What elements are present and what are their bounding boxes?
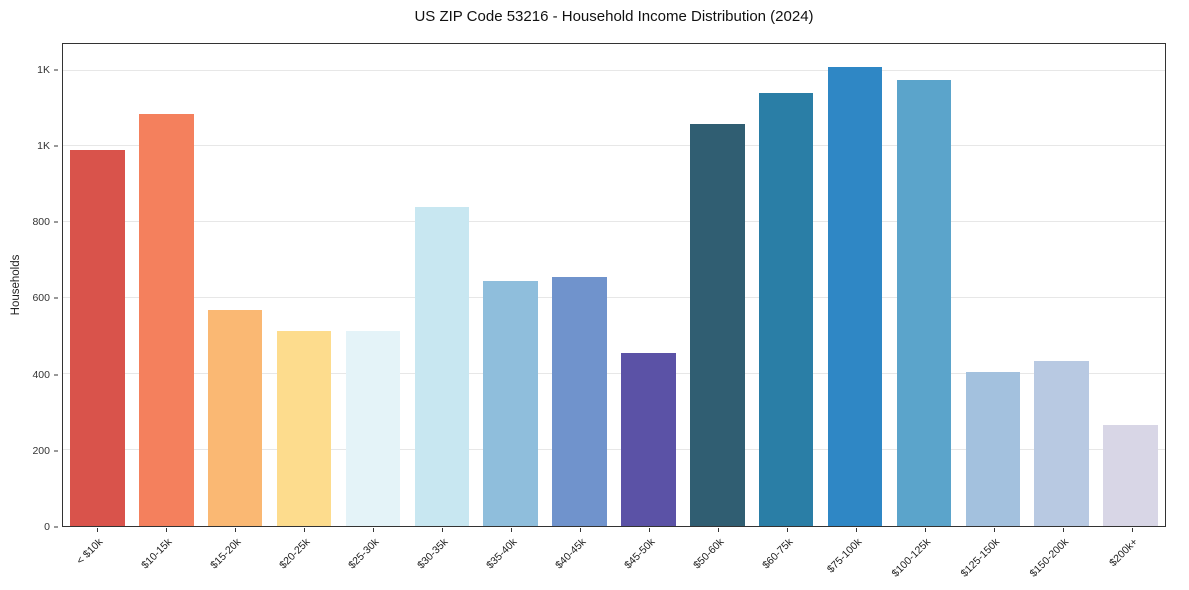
y-tick-label: 400 xyxy=(32,368,50,381)
gridline xyxy=(63,449,1165,451)
bar xyxy=(70,150,125,526)
y-tick-label: 200 xyxy=(32,444,50,457)
y-tick-mark xyxy=(54,297,58,299)
x-tick-mark xyxy=(1062,528,1064,532)
x-tick-label: $50-60k xyxy=(690,536,726,572)
bar xyxy=(1103,425,1158,526)
gridline xyxy=(63,145,1165,147)
y-tick-label: 1K xyxy=(37,139,50,152)
x-tick-label: $100-125k xyxy=(889,536,933,580)
chart-title: US ZIP Code 53216 - Household Income Dis… xyxy=(414,8,814,25)
bar-slot xyxy=(958,44,1027,526)
bar xyxy=(690,123,745,526)
x-tick-label: $75-100k xyxy=(824,536,864,576)
bar-slot xyxy=(1027,44,1096,526)
bar xyxy=(207,309,263,526)
bar-slot xyxy=(752,44,821,526)
y-tick-mark xyxy=(54,526,58,528)
x-tick-label: $20-25k xyxy=(276,536,312,572)
bar-slot xyxy=(1096,44,1165,526)
x-tick-label: $150-200k xyxy=(1027,536,1071,580)
bar xyxy=(621,353,676,526)
y-axis-ticks: 0 200 400 600 800 1K 1K xyxy=(0,43,58,533)
x-tick-mark xyxy=(1131,528,1133,532)
x-tick-mark xyxy=(441,528,443,532)
x-tick-label: $45-50k xyxy=(621,536,657,572)
bar xyxy=(827,66,883,526)
x-tick-mark xyxy=(372,528,374,532)
x-tick-label: $35-40k xyxy=(483,536,519,572)
bar xyxy=(758,93,814,526)
bar xyxy=(276,330,332,526)
bar xyxy=(483,281,538,526)
gridline xyxy=(63,69,1165,71)
bar xyxy=(345,330,401,526)
y-tick-label: 800 xyxy=(32,216,50,229)
x-tick-label: $15-20k xyxy=(207,536,243,572)
x-tick-mark xyxy=(717,528,719,532)
bar-slot xyxy=(339,44,408,526)
x-tick-mark xyxy=(648,528,650,532)
x-tick-mark xyxy=(855,528,857,532)
gridline xyxy=(63,297,1165,299)
bar-slot xyxy=(407,44,476,526)
x-tick-label: $125-150k xyxy=(958,536,1002,580)
x-tick-mark xyxy=(234,528,236,532)
bar-slot xyxy=(545,44,614,526)
y-tick-label: 0 xyxy=(44,521,50,533)
y-tick-label: 600 xyxy=(32,292,50,305)
x-tick-label: $10-15k xyxy=(138,536,174,572)
x-tick-mark xyxy=(924,528,926,532)
y-tick-mark xyxy=(54,69,58,71)
y-tick-label: 1K xyxy=(37,63,50,76)
x-tick-mark xyxy=(303,528,305,532)
bar-slot xyxy=(63,44,132,526)
bar xyxy=(896,80,952,526)
x-tick-mark xyxy=(510,528,512,532)
bar-slot xyxy=(476,44,545,526)
bar xyxy=(139,114,194,526)
bar xyxy=(1034,360,1089,526)
x-tick-label: $60-75k xyxy=(759,536,795,572)
bar-slot xyxy=(132,44,201,526)
bar-slot xyxy=(821,44,890,526)
gridline xyxy=(63,221,1165,223)
y-tick-mark xyxy=(54,450,58,452)
bar-slot xyxy=(890,44,959,526)
bar-slot xyxy=(201,44,270,526)
x-tick-mark xyxy=(165,528,167,532)
bar xyxy=(414,207,470,526)
gridline xyxy=(63,373,1165,375)
plot-area xyxy=(62,43,1166,527)
x-tick-mark xyxy=(96,528,98,532)
x-tick-mark xyxy=(993,528,995,532)
x-tick-label: $40-45k xyxy=(552,536,588,572)
x-tick-label: < $10k xyxy=(73,536,105,567)
x-tick-label: $30-35k xyxy=(414,536,450,572)
x-tick-label: $25-30k xyxy=(345,536,381,572)
x-tick-mark xyxy=(786,528,788,532)
bar xyxy=(965,372,1021,526)
bar-slot xyxy=(270,44,339,526)
y-tick-mark xyxy=(54,145,58,147)
bar xyxy=(552,277,607,526)
bar-slot xyxy=(614,44,683,526)
x-tick-label: $200k+ xyxy=(1106,536,1140,570)
y-tick-mark xyxy=(54,221,58,223)
x-axis-ticks: < $10k $10-15k $15-20k $20-25k $25-30k $30-35… xyxy=(62,527,1166,587)
bar-series xyxy=(63,44,1165,526)
y-tick-mark xyxy=(54,374,58,376)
bar-slot xyxy=(683,44,752,526)
x-tick-mark xyxy=(579,528,581,532)
